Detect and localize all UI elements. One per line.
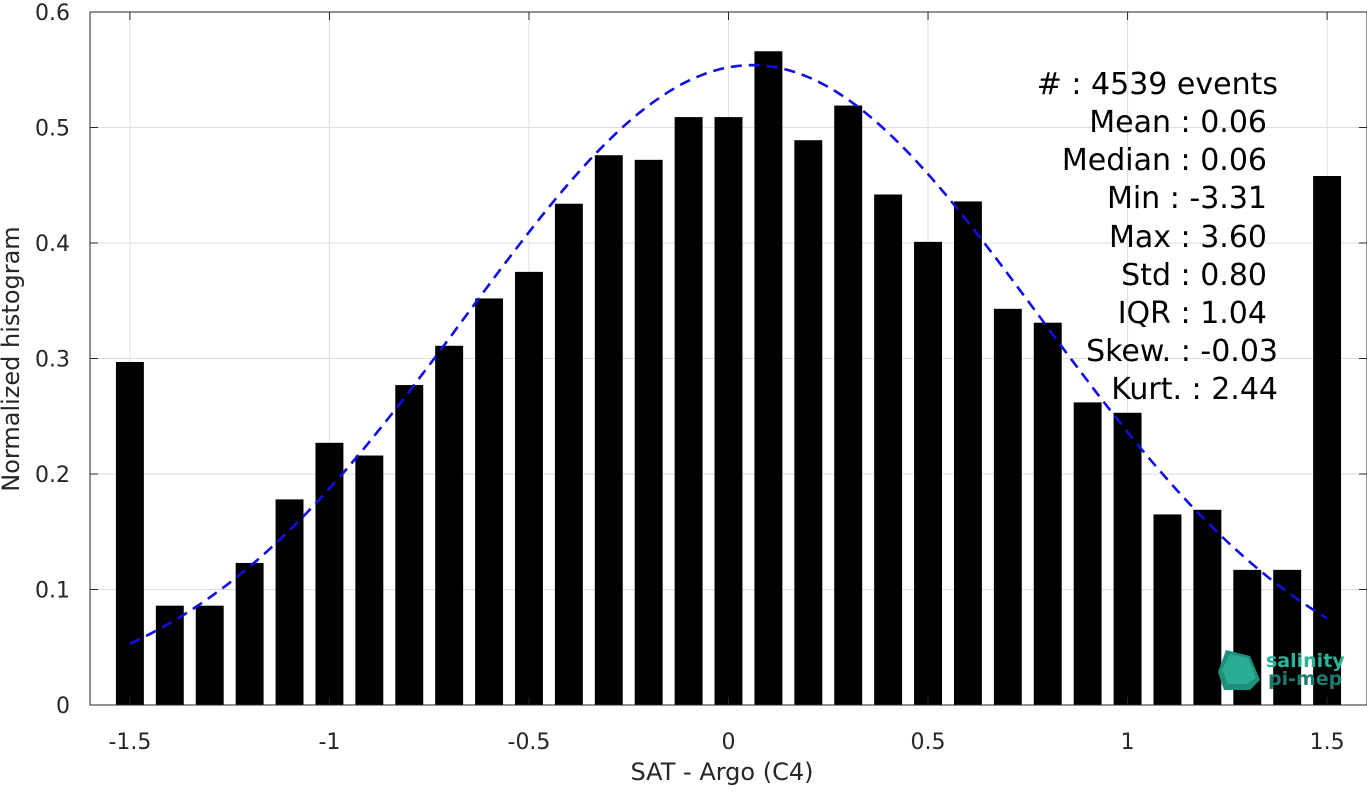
y-tick-label: 0	[56, 694, 70, 719]
histogram-bar	[315, 442, 344, 705]
histogram-bar	[914, 241, 942, 705]
x-tick-label: -1	[318, 730, 340, 755]
logo-line1: salinity	[1266, 650, 1345, 672]
gaussian-fit-curve	[129, 63, 1328, 645]
histogram-bar	[594, 155, 623, 706]
histogram-bar	[1153, 514, 1182, 705]
histogram-bar	[515, 271, 543, 705]
histogram-bar	[155, 605, 184, 705]
histogram-bar	[475, 298, 504, 705]
y-tick-label: 0.1	[35, 579, 70, 604]
x-tick-label: 0	[722, 730, 736, 755]
histogram-bar	[874, 194, 903, 706]
histogram-bar	[195, 605, 224, 705]
histogram-bar	[275, 499, 304, 705]
histogram-bar	[834, 105, 863, 706]
x-tick-label: -0.5	[508, 730, 551, 755]
y-tick-label: 0.5	[35, 117, 70, 142]
stat-max: Max : 3.60	[1109, 220, 1267, 255]
stat-std: Std : 0.80	[1121, 258, 1267, 293]
histogram-bar	[1193, 509, 1222, 705]
salinity-pimep-logo: salinity pi-mep	[1218, 650, 1345, 690]
histogram-bar	[674, 117, 703, 706]
x-tick-label: 1.5	[1310, 730, 1345, 755]
histogram-bar	[794, 140, 823, 705]
histogram-bar	[634, 159, 663, 706]
histogram-bar	[395, 385, 424, 705]
x-tick-label: 0.5	[911, 730, 946, 755]
histogram-bar	[754, 51, 783, 705]
stat-count: # : 4539 events	[1037, 67, 1278, 102]
y-axis-ticks: 0 0.1 0.2 0.3 0.4 0.5 0.6	[35, 1, 1367, 719]
histogram-bar	[115, 361, 144, 705]
x-axis-label: SAT - Argo (C4)	[631, 758, 814, 786]
stat-kurt: Kurt. : 2.44	[1111, 372, 1278, 407]
histogram-bar	[714, 117, 743, 706]
y-axis-label: Normalized histogram	[0, 226, 25, 491]
histogram-bar	[1073, 402, 1102, 705]
stat-iqr: IQR : 1.04	[1118, 296, 1267, 331]
histogram-bar	[554, 203, 583, 706]
histogram-bar	[435, 345, 464, 705]
histogram-bar	[355, 455, 384, 705]
histogram-bar	[993, 308, 1022, 705]
stat-min: Min : -3.31	[1107, 181, 1267, 216]
x-tick-label: -1.5	[108, 730, 151, 755]
y-tick-label: 0.2	[35, 463, 70, 488]
stats-annotation: # : 4539 events Mean : 0.06 Median : 0.0…	[1037, 67, 1278, 407]
x-axis-ticks: -1.5 -1 -0.5 0 0.5 1 1.5	[108, 12, 1345, 755]
histogram-bar	[1273, 569, 1302, 705]
stat-median: Median : 0.06	[1062, 143, 1267, 178]
y-tick-label: 0.4	[35, 232, 70, 257]
histogram-bar	[1033, 322, 1062, 705]
bars	[115, 51, 1342, 706]
y-tick-label: 0.6	[35, 1, 70, 26]
logo-line2: pi-mep	[1268, 668, 1342, 690]
y-tick-label: 0.3	[35, 348, 70, 373]
histogram-bar	[953, 201, 982, 706]
x-tick-label: 1	[1121, 730, 1135, 755]
logo-cube-highlight-icon	[1222, 654, 1256, 684]
stat-mean: Mean : 0.06	[1089, 105, 1267, 140]
stat-skew: Skew. : -0.03	[1086, 334, 1278, 369]
histogram-bar	[1113, 412, 1142, 705]
histogram-bar	[1313, 176, 1342, 705]
histogram-bar	[235, 562, 264, 705]
